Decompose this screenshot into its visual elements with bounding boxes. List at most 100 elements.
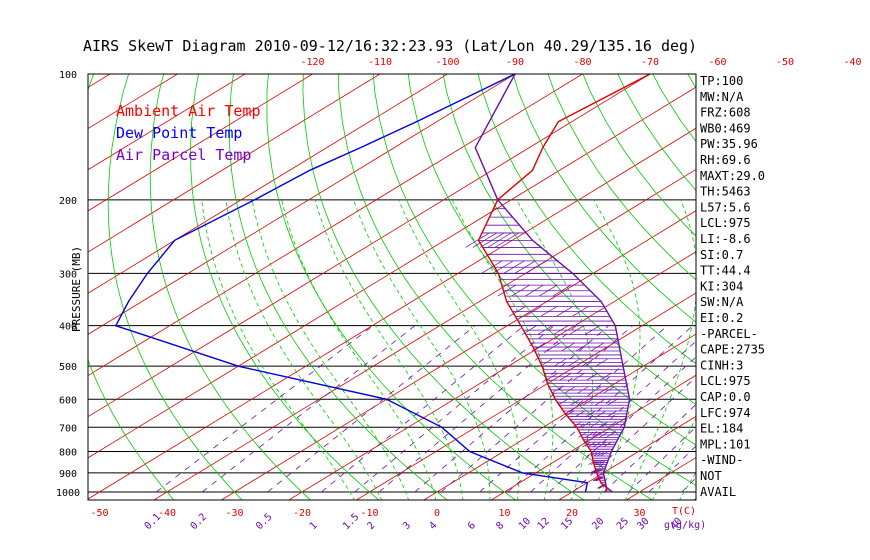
cape-hatch-vline	[596, 410, 607, 417]
legend-entry: Ambient Air Temp	[116, 102, 261, 120]
dry-adiabat	[813, 55, 870, 501]
pressure-tick-label: 100	[59, 70, 77, 81]
legend: Ambient Air Temp Dew Point Temp Air Parcel…	[116, 102, 261, 164]
pressure-tick-label: 900	[59, 469, 77, 480]
isotherm-line	[490, 374, 696, 500]
pressure-tick-label: 200	[59, 196, 77, 207]
cape-hatch-vline	[590, 342, 605, 352]
cape-hatch-vline	[595, 358, 609, 367]
top-tick-label: -100	[435, 57, 459, 68]
stat-line: NOT	[700, 469, 722, 483]
chart-title: AIRS SkewT Diagram 2010-09-12/16:32:23.9…	[83, 37, 697, 55]
pressure-tick-label: 500	[59, 362, 77, 373]
top-tick-label: -80	[573, 57, 591, 68]
cape-hatch-vline	[596, 476, 604, 482]
cape-hatch-vline	[465, 232, 490, 248]
bottom-tick-label: -20	[293, 508, 311, 519]
dry-adiabat	[846, 55, 870, 501]
stat-line: LFC:974	[700, 406, 751, 420]
mixing-ratio-line	[507, 325, 694, 493]
dry-adiabat	[745, 55, 870, 501]
cape-hatch-vline	[503, 260, 525, 274]
cape-hatch-vline	[588, 460, 596, 465]
bottom-tick-label: -30	[225, 508, 243, 519]
stat-line: MAXT:29.0	[700, 169, 765, 183]
stat-line: SI:0.7	[700, 248, 743, 262]
pressure-tick-label: 800	[59, 447, 77, 458]
cape-hatch-vline	[509, 306, 526, 317]
isotherm-line	[88, 74, 381, 253]
bottom-tick-label: -10	[360, 508, 378, 519]
stat-line: LCL:975	[700, 374, 751, 388]
cape-hatch-vline	[497, 284, 516, 297]
cape-hatch-vline	[594, 476, 602, 482]
dry-adiabat	[477, 74, 696, 365]
mixing-ratio-label: 2	[365, 520, 377, 532]
isotherm-line	[88, 127, 696, 500]
bottom-tick-label: -50	[90, 508, 108, 519]
stat-line: LI:-8.6	[700, 232, 751, 246]
pressure-tick-label: 400	[59, 322, 77, 333]
cape-hatch-vline	[537, 325, 553, 335]
stat-line: CAPE:2735	[700, 343, 765, 357]
stat-line: CINH:3	[700, 358, 743, 372]
mixing-ratio-label: 6	[466, 520, 478, 532]
mixing-ratio-line	[414, 325, 609, 493]
cape-hatch-vline	[553, 358, 567, 367]
cape-hatch-vline	[572, 421, 582, 428]
isotherm-line	[827, 55, 870, 501]
cape-hatch-vline	[575, 410, 585, 417]
mixing-ratio-label: 8	[494, 520, 506, 532]
stat-line: CAP:0.0	[700, 390, 751, 404]
pressure-tick-label: 1000	[56, 488, 80, 499]
stat-line: -PARCEL-	[700, 327, 758, 341]
cape-hatch-vline	[599, 372, 612, 381]
dry-adiabat	[107, 74, 243, 500]
cape-hatch-vline	[561, 342, 575, 352]
cape-hatch-vline	[599, 432, 608, 438]
cape-hatch-vline	[564, 386, 576, 394]
cape-hatch-vline	[582, 398, 593, 406]
cape-hatch-vline	[524, 284, 544, 297]
stat-line: TH:5463	[700, 185, 751, 199]
cape-hatch-vline	[569, 325, 584, 335]
mixing-ratio-label: 0.2	[189, 512, 210, 533]
cape-hatch-vline	[525, 260, 547, 274]
mixing-ratio-label: 1.5	[341, 512, 362, 533]
mixing-ratio-label: 1	[308, 520, 320, 532]
cape-hatch-vline	[472, 232, 497, 248]
grid-layer	[88, 55, 870, 501]
x-axis-label: T(C)	[672, 506, 696, 517]
cape-hatch-vline	[572, 306, 589, 317]
dry-adiabat	[652, 74, 696, 143]
series-line-0	[477, 74, 651, 493]
cape-hatch-vline	[607, 410, 617, 417]
moist-adiabat	[353, 199, 491, 500]
mixing-ratio-label: 3	[401, 520, 413, 532]
moist-adiabat	[624, 199, 696, 500]
isotherm-line	[88, 74, 651, 418]
isotherm-line	[153, 168, 696, 500]
cape-hatch-vline	[594, 398, 606, 406]
cape-hatch-vline	[578, 432, 587, 438]
dry-adiabat	[779, 55, 870, 501]
mixing-ratio-label: 4	[427, 520, 439, 532]
mixing-ratio-line	[267, 325, 476, 493]
mixing-ratio-label: 25	[615, 516, 631, 532]
cape-hatch-vline	[597, 451, 605, 457]
cape-hatch-vline	[567, 358, 581, 367]
cape-hatch-vline	[581, 358, 595, 367]
pressure-tick-label: 700	[59, 423, 77, 434]
isotherm-line	[423, 333, 696, 500]
moist-adiabat	[652, 417, 696, 500]
mixing-ratio-label: 20	[590, 516, 606, 532]
cape-hatch-vline	[494, 232, 519, 248]
cape-hatch-vline	[606, 432, 615, 438]
moist-adiabat	[251, 199, 410, 500]
isotherm-line	[88, 74, 314, 212]
pressure-tick-label: 300	[59, 269, 77, 280]
top-tick-label: -90	[506, 57, 524, 68]
cape-hatch-vline	[570, 398, 581, 406]
